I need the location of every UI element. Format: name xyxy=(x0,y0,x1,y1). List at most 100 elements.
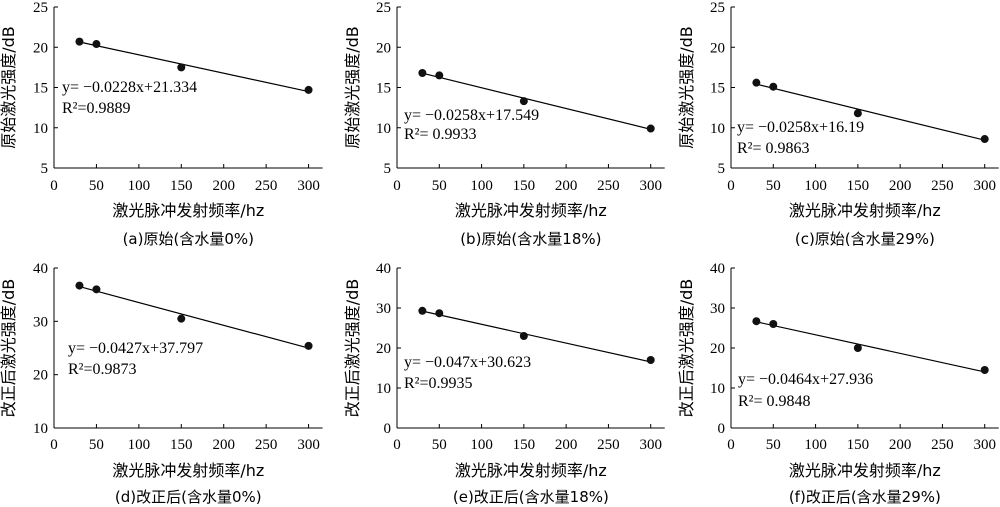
x-tick-label: 100 xyxy=(470,178,493,194)
y-tick-label: 20 xyxy=(376,40,391,56)
data-point xyxy=(769,82,778,91)
panel-caption: (f)改正后(含水量29%) xyxy=(789,488,941,506)
y-tick-label: 10 xyxy=(33,421,48,437)
y-tick-label: 0 xyxy=(718,421,726,437)
x-tick-label: 50 xyxy=(89,437,104,453)
y-tick-label: 20 xyxy=(33,40,48,56)
regression-line xyxy=(79,41,309,93)
y-axis-title: 原始激光强度/dB xyxy=(343,26,362,149)
x-tick-label: 200 xyxy=(889,178,912,194)
y-tick-label: 25 xyxy=(33,0,48,16)
y-tick-label: 30 xyxy=(33,314,48,330)
data-point xyxy=(853,109,862,118)
x-tick-label: 50 xyxy=(766,178,781,194)
y-tick-label: 5 xyxy=(718,161,726,177)
x-tick-label: 0 xyxy=(50,437,58,453)
y-tick-label: 5 xyxy=(384,161,392,177)
x-axis-title: 激光脉冲发射频率/hz xyxy=(112,201,264,220)
y-tick-label: 15 xyxy=(33,81,48,97)
x-tick-label: 50 xyxy=(89,178,104,194)
y-axis-title: 改正后激光强度/dB xyxy=(0,279,18,418)
r-squared-label: R²=0.9873 xyxy=(68,361,137,378)
x-axis-title: 激光脉冲发射频率/hz xyxy=(112,461,264,480)
x-tick-label: 300 xyxy=(973,437,996,453)
x-tick-label: 100 xyxy=(128,437,151,453)
data-point xyxy=(646,124,655,133)
regression-equation: y= −0.047x+30.623 xyxy=(404,354,531,371)
y-tick-label: 25 xyxy=(376,0,391,16)
data-point xyxy=(304,341,313,350)
regression-line xyxy=(422,72,651,130)
data-point xyxy=(980,366,989,374)
x-tick-label: 150 xyxy=(170,178,193,194)
x-tick-label: 250 xyxy=(255,437,278,453)
y-tick-label: 10 xyxy=(376,381,391,397)
x-tick-label: 150 xyxy=(847,178,870,194)
y-tick-label: 0 xyxy=(384,421,392,437)
x-axis-title: 激光脉冲发射频率/hz xyxy=(455,201,607,220)
x-tick-label: 250 xyxy=(931,437,954,453)
y-tick-label: 5 xyxy=(41,161,49,177)
regression-equation: y= −0.0427x+37.797 xyxy=(68,340,203,357)
y-tick-label: 30 xyxy=(376,301,391,317)
y-tick-label: 20 xyxy=(710,341,725,357)
data-point xyxy=(177,63,186,72)
y-tick-label: 30 xyxy=(710,301,725,317)
data-point xyxy=(519,332,528,340)
x-tick-label: 100 xyxy=(804,178,827,194)
x-tick-label: 200 xyxy=(555,437,578,453)
y-tick-label: 20 xyxy=(33,368,48,384)
y-tick-label: 10 xyxy=(33,121,48,137)
x-tick-label: 100 xyxy=(804,437,827,453)
y-axis-title: 改正后激光强度/dB xyxy=(677,279,696,418)
x-tick-label: 200 xyxy=(889,437,912,453)
data-point xyxy=(418,306,427,315)
regression-equation: y= −0.0258x+17.549 xyxy=(404,107,539,124)
panel-f: 0 10 20 30 40 0 50 100 150 200 250 300 y= −0.0464x+2… xyxy=(677,261,999,506)
x-tick-label: 300 xyxy=(973,178,996,194)
x-tick-label: 100 xyxy=(128,178,151,194)
y-tick-label: 15 xyxy=(710,81,725,97)
x-tick-label: 0 xyxy=(393,437,401,453)
x-tick-label: 300 xyxy=(297,437,320,453)
y-tick-label: 10 xyxy=(376,121,391,137)
x-tick-label: 250 xyxy=(931,178,954,194)
regression-line xyxy=(79,286,309,349)
data-point xyxy=(752,317,761,326)
x-tick-label: 200 xyxy=(555,178,578,194)
x-tick-label: 300 xyxy=(639,178,662,194)
data-point xyxy=(435,309,444,318)
y-tick-label: 15 xyxy=(376,81,391,97)
data-point xyxy=(769,320,778,328)
r-squared-label: R²= 0.9933 xyxy=(404,126,477,143)
regression-equation: y= −0.0464x+27.936 xyxy=(738,371,873,388)
panel-d: 10 20 30 40 0 50 100 150 200 250 300 y= −0.0427x+37… xyxy=(0,261,323,506)
x-axis-title: 激光脉冲发射频率/hz xyxy=(455,461,607,480)
x-tick-label: 250 xyxy=(597,178,620,194)
x-tick-label: 150 xyxy=(847,437,870,453)
y-tick-label: 20 xyxy=(710,40,725,56)
y-tick-label: 40 xyxy=(376,261,391,277)
y-axis-title: 原始激光强度/dB xyxy=(677,26,696,149)
y-tick-label: 10 xyxy=(710,381,725,397)
y-axis-title: 改正后激光强度/dB xyxy=(343,279,362,418)
regression-line xyxy=(756,83,985,141)
x-tick-label: 50 xyxy=(432,178,447,194)
panel-caption: (c)原始(含水量29%) xyxy=(795,230,935,248)
x-tick-label: 250 xyxy=(255,178,278,194)
regression-line xyxy=(756,321,985,373)
x-tick-label: 300 xyxy=(297,178,320,194)
x-tick-label: 50 xyxy=(432,437,447,453)
data-point xyxy=(92,40,101,49)
y-tick-label: 10 xyxy=(710,121,725,137)
x-tick-label: 0 xyxy=(727,437,735,453)
x-tick-label: 0 xyxy=(50,178,58,194)
x-tick-label: 200 xyxy=(212,437,235,453)
r-squared-label: R²=0.9935 xyxy=(404,375,473,392)
x-tick-label: 150 xyxy=(170,437,193,453)
regression-equation: y= −0.0228x+21.334 xyxy=(62,79,197,96)
